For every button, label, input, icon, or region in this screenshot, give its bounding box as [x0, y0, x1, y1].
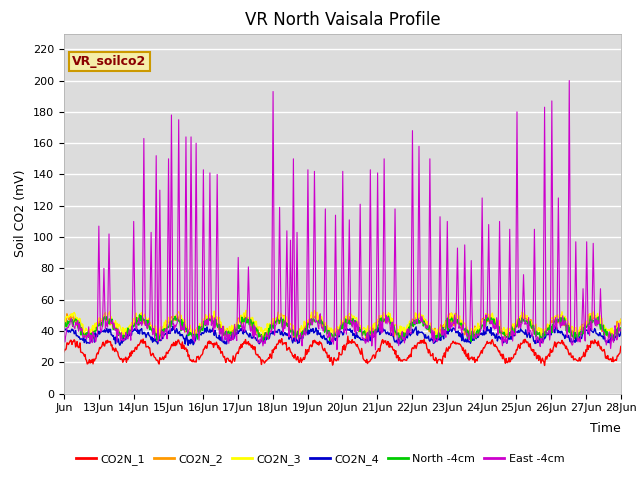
- Title: VR North Vaisala Profile: VR North Vaisala Profile: [244, 11, 440, 29]
- Text: Time: Time: [590, 422, 621, 435]
- Text: VR_soilco2: VR_soilco2: [72, 55, 147, 68]
- Y-axis label: Soil CO2 (mV): Soil CO2 (mV): [15, 170, 28, 257]
- Legend: CO2N_1, CO2N_2, CO2N_3, CO2N_4, North -4cm, East -4cm: CO2N_1, CO2N_2, CO2N_3, CO2N_4, North -4…: [72, 450, 568, 469]
